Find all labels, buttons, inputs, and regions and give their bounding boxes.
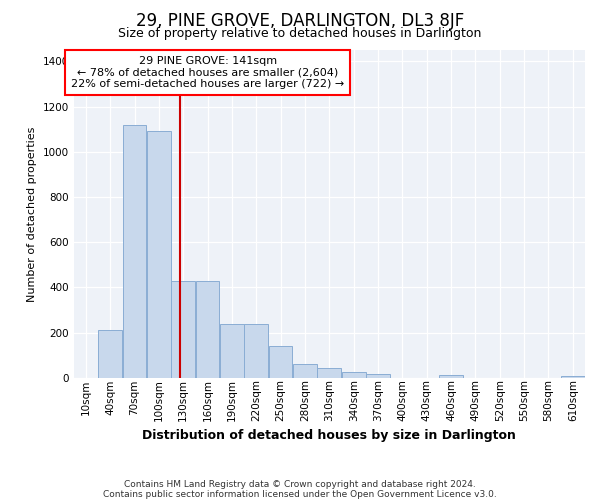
Text: 29, PINE GROVE, DARLINGTON, DL3 8JF: 29, PINE GROVE, DARLINGTON, DL3 8JF [136, 12, 464, 30]
Bar [172, 280, 195, 378]
Bar [147, 132, 171, 378]
Text: Contains public sector information licensed under the Open Government Licence v3: Contains public sector information licen… [103, 490, 497, 499]
Text: Size of property relative to detached houses in Darlington: Size of property relative to detached ho… [118, 28, 482, 40]
Bar [317, 368, 341, 378]
Bar [196, 280, 220, 378]
Bar [98, 330, 122, 378]
Bar [293, 364, 317, 378]
Bar [366, 374, 390, 378]
Text: 29 PINE GROVE: 141sqm
← 78% of detached houses are smaller (2,604)
22% of semi-d: 29 PINE GROVE: 141sqm ← 78% of detached … [71, 56, 344, 89]
Bar [561, 376, 584, 378]
Bar [439, 375, 463, 378]
Bar [342, 372, 365, 378]
Bar [244, 324, 268, 378]
Bar [269, 346, 292, 378]
Bar [220, 324, 244, 378]
Y-axis label: Number of detached properties: Number of detached properties [27, 126, 37, 302]
X-axis label: Distribution of detached houses by size in Darlington: Distribution of detached houses by size … [142, 430, 516, 442]
Text: Contains HM Land Registry data © Crown copyright and database right 2024.: Contains HM Land Registry data © Crown c… [124, 480, 476, 489]
Bar [122, 124, 146, 378]
